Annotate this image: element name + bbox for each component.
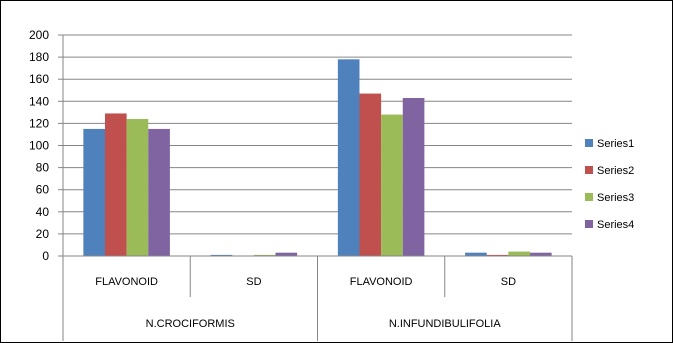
y-tick-label: 180 [29, 50, 49, 64]
axes [58, 34, 573, 341]
bar-series2-3 [486, 254, 509, 256]
y-tick-label: 60 [36, 183, 50, 197]
bar-series3-2 [381, 114, 403, 256]
bar-series2-0 [104, 113, 127, 256]
bar-series3-1 [253, 254, 276, 256]
category-label: FLAVONOID [350, 276, 413, 288]
legend-swatch-series2 [585, 166, 593, 174]
bar-series4-0 [148, 128, 170, 256]
y-tick-label: 80 [36, 161, 50, 175]
y-tick-labels: 0 20 40 60 80 100 120 140 160 180 200 [29, 28, 49, 263]
y-tick-label: 100 [29, 139, 49, 153]
bar-series4-1 [275, 252, 298, 256]
bar-series1-3 [465, 252, 487, 256]
legend-label-series4: Series4 [597, 219, 634, 231]
y-tick-label: 20 [36, 227, 50, 241]
y-tick-label: 120 [29, 116, 49, 130]
group-label: N.CROCIFORMIS [146, 318, 235, 330]
y-tick-label: 40 [36, 205, 50, 219]
legend-swatch-series1 [585, 139, 593, 147]
bar-series4-3 [530, 252, 552, 256]
legend-label-series2: Series2 [597, 165, 634, 177]
group-label: N.INFUNDIBULIFOLIA [389, 318, 502, 330]
legend: Series1 Series2 Series3 Series4 [585, 138, 634, 231]
y-tick-label: 160 [29, 72, 49, 86]
bar-series3-0 [126, 118, 149, 256]
y-tick-label: 0 [42, 249, 49, 263]
bar-series4-2 [402, 97, 425, 256]
legend-swatch-series4 [585, 220, 593, 228]
y-tick-label: 200 [29, 28, 49, 42]
legend-label-series1: Series1 [597, 138, 634, 150]
bar-series1-1 [210, 254, 233, 256]
bar-series3-3 [508, 251, 531, 256]
x-category-labels: FLAVONOID SD FLAVONOID SD N.CROCIFORMIS N.INF… [95, 276, 516, 330]
category-label: SD [501, 276, 516, 288]
y-tick-label: 140 [29, 94, 49, 108]
bar-series2-2 [359, 93, 382, 256]
legend-label-series3: Series3 [597, 192, 634, 204]
legend-swatch-series3 [585, 193, 593, 201]
bars [83, 59, 552, 257]
category-label: SD [246, 276, 261, 288]
bar-series1-2 [337, 59, 360, 257]
category-label: FLAVONOID [95, 276, 158, 288]
bar-series1-0 [83, 128, 105, 256]
